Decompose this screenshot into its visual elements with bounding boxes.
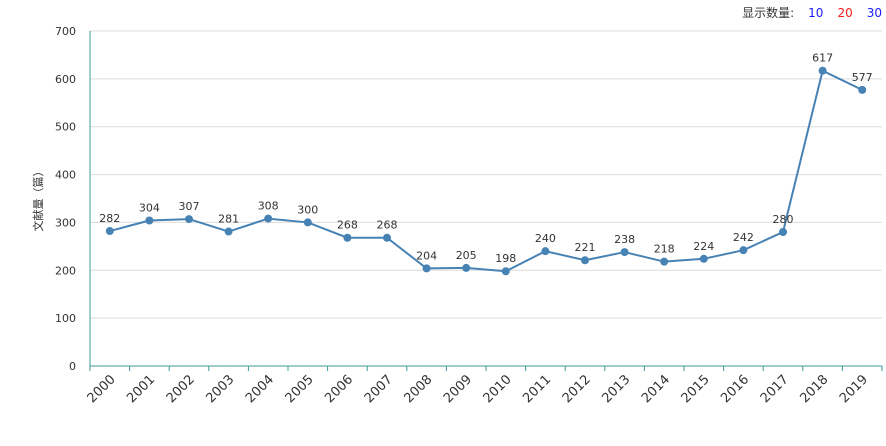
x-tick-label: 2009 <box>441 372 475 406</box>
data-point[interactable] <box>501 267 510 276</box>
y-tick-label: 0 <box>69 360 76 373</box>
data-point[interactable] <box>303 218 312 227</box>
data-label: 282 <box>99 212 120 225</box>
series-layer <box>105 66 867 276</box>
y-tick-label: 200 <box>55 264 76 277</box>
data-label: 280 <box>773 213 794 226</box>
x-tick-label: 2018 <box>797 372 831 406</box>
y-tick-label: 700 <box>55 25 76 38</box>
data-label: 240 <box>535 232 556 245</box>
y-tick-label: 400 <box>55 169 76 182</box>
data-point[interactable] <box>185 215 193 224</box>
count-option-30[interactable]: 30 <box>866 5 882 20</box>
x-tick-label: 2003 <box>203 372 237 406</box>
data-point[interactable] <box>581 256 589 265</box>
data-point[interactable] <box>145 216 154 225</box>
data-point[interactable] <box>541 247 550 256</box>
x-tick-label: 2010 <box>481 372 515 406</box>
data-point[interactable] <box>739 246 748 255</box>
y-tick-label: 600 <box>55 73 76 86</box>
data-point[interactable] <box>343 233 352 242</box>
data-point[interactable] <box>462 263 471 272</box>
data-label: 617 <box>812 52 833 65</box>
y-tick-label: 100 <box>55 312 76 325</box>
data-point[interactable] <box>699 254 708 263</box>
x-tick-label: 2008 <box>401 372 435 406</box>
data-label: 268 <box>337 219 358 232</box>
count-option-20[interactable]: 20 <box>837 5 853 20</box>
x-tick-label: 2013 <box>599 372 633 406</box>
data-label: 218 <box>654 243 675 256</box>
display-count-label: 显示数量: <box>742 6 795 20</box>
data-label: 224 <box>693 240 714 253</box>
x-tick-label: 2004 <box>243 372 277 406</box>
data-point[interactable] <box>383 233 391 242</box>
data-point[interactable] <box>422 264 431 273</box>
x-tick-label: 2000 <box>85 372 119 406</box>
data-label: 205 <box>456 249 477 262</box>
x-tick-label: 2012 <box>560 372 594 406</box>
x-tick-label: 2017 <box>758 372 792 406</box>
data-label: 242 <box>733 231 754 244</box>
data-label: 238 <box>614 233 635 246</box>
display-count-bar: 显示数量: 10 20 30 <box>742 4 882 21</box>
x-tick-label: 2016 <box>718 372 752 406</box>
x-tick-label: 2011 <box>520 372 554 406</box>
data-label: 221 <box>575 241 596 254</box>
data-label: 268 <box>377 219 398 232</box>
y-tick-label: 300 <box>55 216 76 229</box>
x-tick-label: 2019 <box>837 372 871 406</box>
data-point[interactable] <box>105 227 114 236</box>
data-labels: 282 304 307 281 308 300 268 268 204 205 198 240 221 2… <box>99 52 872 266</box>
y-axis-label: 文献量（篇） <box>31 166 45 232</box>
series-line <box>109 69 863 273</box>
x-tick-label: 2007 <box>362 372 396 406</box>
data-point[interactable] <box>779 228 787 236</box>
data-label: 308 <box>258 200 279 213</box>
data-point[interactable] <box>620 248 629 257</box>
grid-lines <box>90 30 882 319</box>
data-label: 300 <box>297 203 318 216</box>
count-option-10[interactable]: 10 <box>808 5 824 20</box>
data-label: 281 <box>218 213 239 226</box>
x-tick-label: 2014 <box>639 372 673 406</box>
data-label: 307 <box>179 200 200 213</box>
y-tick-label: 500 <box>55 121 76 134</box>
y-axis: 0 100 200 300 400 500 600 700 <box>55 25 91 373</box>
x-tick-label: 2015 <box>679 372 713 406</box>
data-point[interactable] <box>660 257 669 266</box>
x-axis: 2000 2001 2002 2003 2004 2005 2006 2007 2008 2009… <box>85 365 883 406</box>
x-tick-label: 2005 <box>283 372 317 406</box>
x-tick-label: 2001 <box>124 372 158 406</box>
data-label: 198 <box>495 252 516 265</box>
data-point[interactable] <box>858 85 867 94</box>
x-tick-label: 2002 <box>164 372 198 406</box>
x-tick-label: 2006 <box>322 372 356 406</box>
data-label: 204 <box>416 249 437 262</box>
data-point[interactable] <box>224 227 233 236</box>
data-point[interactable] <box>818 66 827 75</box>
data-label: 304 <box>139 202 160 215</box>
data-point[interactable] <box>264 214 273 223</box>
data-label: 577 <box>852 71 873 84</box>
